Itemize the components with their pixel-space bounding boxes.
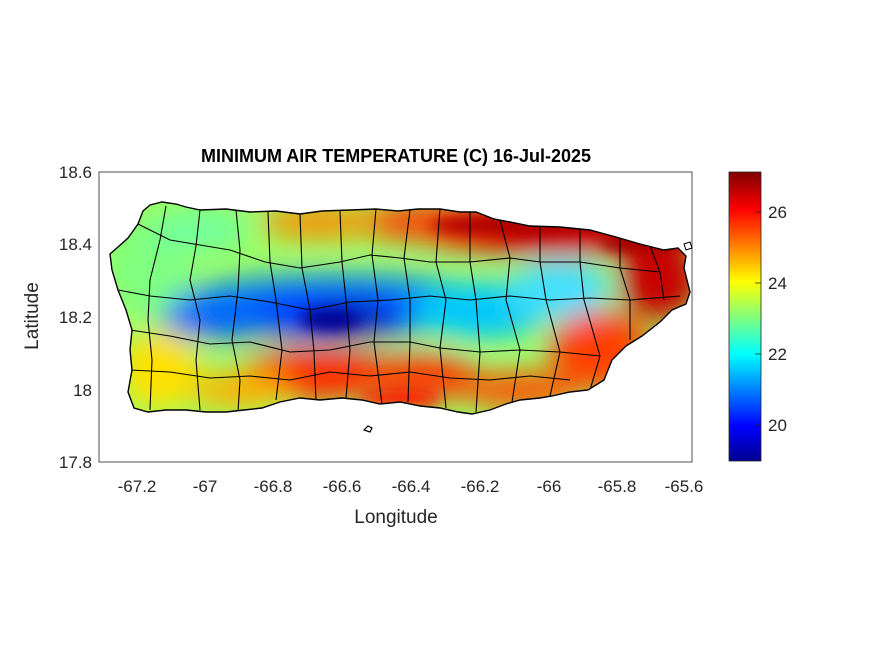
x-tick-label: -65.6	[665, 477, 704, 496]
y-tick-label: 18.6	[59, 163, 92, 182]
x-tick-label: -67.2	[118, 477, 157, 496]
colorbar-tick-label: 26	[768, 203, 787, 222]
x-tick-label: -65.8	[598, 477, 637, 496]
y-tick-label: 17.8	[59, 453, 92, 472]
x-tick-label: -66	[537, 477, 562, 496]
y-axis-label: Latitude	[22, 282, 43, 350]
y-tick-label: 18	[73, 381, 92, 400]
y-tick-label: 18.2	[59, 308, 92, 327]
x-tick-label: -67	[193, 477, 218, 496]
map-title: MINIMUM AIR TEMPERATURE (C) 16-Jul-2025	[201, 146, 591, 166]
colorbar-gradient	[728, 171, 762, 462]
colorbar-tick-label: 20	[768, 416, 787, 435]
x-tick-label: -66.4	[392, 477, 431, 496]
x-tick-label: -66.8	[254, 477, 293, 496]
x-axis: -67.2 -67 -66.8 -66.6 -66.4 -66.2 -66 -6…	[118, 477, 704, 496]
x-tick-label: -66.6	[323, 477, 362, 496]
x-axis-label: Longitude	[354, 507, 437, 528]
temperature-field	[110, 202, 690, 414]
x-tick-label: -66.2	[461, 477, 500, 496]
colorbar: 26 24 22 20	[728, 171, 787, 462]
colorbar-tick-label: 24	[768, 274, 787, 293]
small-cay-east	[683, 241, 693, 251]
y-tick-label: 18.4	[59, 235, 92, 254]
y-axis: 18.6 18.4 18.2 18 17.8	[59, 163, 92, 472]
caja-de-muertos-island	[362, 425, 373, 433]
municipal-boundaries	[117, 205, 681, 413]
colorbar-tick-label: 22	[768, 345, 787, 364]
